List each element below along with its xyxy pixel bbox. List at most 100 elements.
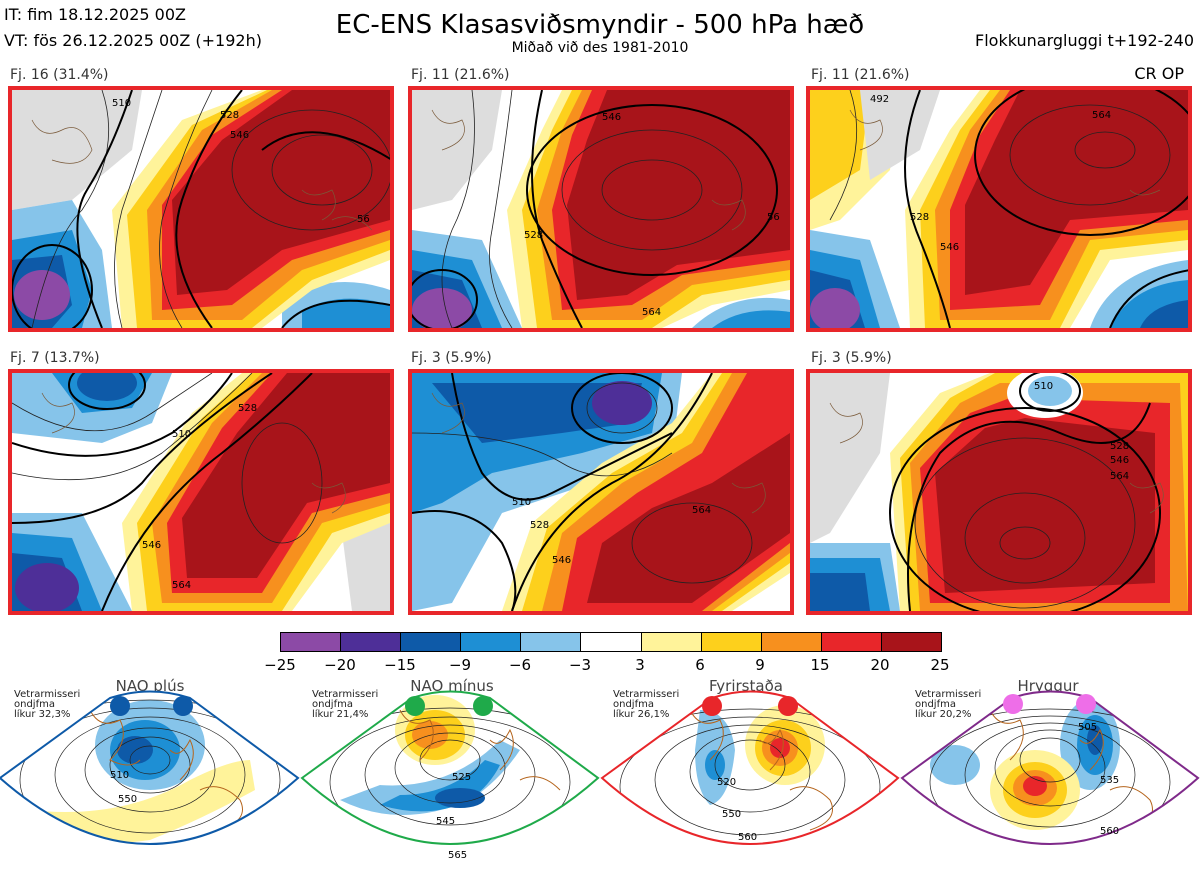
regime-1-title: NAO plús bbox=[115, 677, 185, 695]
regime-2-contour-label-1: 525 bbox=[452, 772, 471, 783]
panel-6-contour-label-2: 528 bbox=[1110, 441, 1129, 452]
regime-2-season: Vetrarmisseri bbox=[312, 689, 379, 700]
panel-4-contour-label-4: 564 bbox=[172, 580, 191, 591]
panel-1-contour-label-1: 510 bbox=[112, 98, 131, 109]
cluster-panel-1[interactable]: 510 528 546 56 bbox=[8, 86, 394, 332]
colorbar-tick-1: −25 bbox=[264, 656, 296, 674]
regime-2-probability: líkur 21,4% bbox=[312, 709, 369, 720]
panel-2-contour-label-4: 56 bbox=[767, 212, 780, 223]
panel-2-contour-label-3: 564 bbox=[642, 307, 661, 318]
regime-1-info: Vetrarmisseri ondjfma líkur 32,3% bbox=[14, 690, 80, 720]
regime-4-contour-label-2: 535 bbox=[1100, 775, 1119, 786]
panel-3-contour-label-1: 492 bbox=[870, 94, 889, 105]
regime-1-marker-left bbox=[110, 696, 130, 716]
panel-1-label: Fj. 16 (31.4%) bbox=[10, 67, 109, 83]
initial-time: IT: fim 18.12.2025 00Z bbox=[4, 5, 186, 24]
regime-2-title: NAO mínus bbox=[410, 677, 494, 695]
colorbar-tick-6: −3 bbox=[568, 656, 592, 674]
colorbar-tick-8: 6 bbox=[695, 656, 705, 674]
regime-1-map[interactable]: 510 550 bbox=[0, 690, 300, 871]
regime-3-contour-label-3: 560 bbox=[738, 832, 757, 843]
panel-3-contour-label-3: 546 bbox=[940, 242, 959, 253]
regime-2-map[interactable]: 525 545 565 bbox=[300, 690, 600, 871]
regime-4-months: ondjfma bbox=[915, 699, 956, 710]
regime-2-info: Vetrarmisseri ondjfma líkur 21,4% bbox=[312, 690, 378, 720]
cluster-panel-2[interactable]: 528 546 564 56 bbox=[408, 86, 794, 332]
panel-2-contour-label-2: 546 bbox=[602, 112, 621, 123]
page-title: EC-ENS Klasasviðsmyndir - 500 hPa hæð bbox=[335, 10, 865, 40]
panel-4-label: Fj. 7 (13.7%) bbox=[10, 350, 100, 366]
colorbar-bin-3 bbox=[401, 633, 462, 651]
colorbar-tick-12: 25 bbox=[930, 656, 950, 674]
regime-4-marker-left bbox=[1003, 694, 1023, 714]
regime-1-season: Vetrarmisseri bbox=[14, 689, 81, 700]
panel-4-contour-label-3: 546 bbox=[142, 540, 161, 551]
regime-4-season: Vetrarmisseri bbox=[915, 689, 982, 700]
regime-2-months: ondjfma bbox=[312, 699, 353, 710]
regime-3-marker-right bbox=[778, 696, 798, 716]
clustering-window: Flokkunargluggi t+192-240 bbox=[975, 31, 1194, 50]
regime-3-probability: líkur 26,1% bbox=[613, 709, 670, 720]
colorbar-bin-8 bbox=[701, 633, 762, 651]
regime-1-probability: líkur 32,3% bbox=[14, 709, 71, 720]
regime-1-months: ondjfma bbox=[14, 699, 55, 710]
regime-4-probability: líkur 20,2% bbox=[915, 709, 972, 720]
regime-3-contour-label-1: 520 bbox=[717, 777, 736, 788]
regime-4-title: Hryggur bbox=[1017, 677, 1079, 695]
colorbar-bin-11 bbox=[881, 633, 942, 651]
regime-3-marker-left bbox=[702, 696, 722, 716]
cluster-map-1: 510 528 546 56 bbox=[12, 90, 390, 328]
cluster-panel-6[interactable]: 510 528 546 564 bbox=[806, 369, 1192, 615]
panel-1-contour-label-4: 56 bbox=[357, 214, 370, 225]
colorbar-bin-4 bbox=[461, 633, 522, 651]
cluster-panel-5[interactable]: 510 528 546 564 bbox=[408, 369, 794, 615]
regime-4-contour-label-1: 505 bbox=[1078, 722, 1097, 733]
panel-5-contour-label-2: 528 bbox=[530, 520, 549, 531]
colorbar-tick-2: −20 bbox=[324, 656, 356, 674]
regime-4-marker-right bbox=[1076, 694, 1096, 714]
regime-3-map[interactable]: 520 550 560 bbox=[600, 690, 900, 871]
panel-5-contour-label-4: 564 bbox=[692, 505, 711, 516]
cluster-panel-4[interactable]: 510 528 546 564 bbox=[8, 369, 394, 615]
regime-3-info: Vetrarmisseri ondjfma líkur 26,1% bbox=[613, 690, 679, 720]
regime-2-marker-right bbox=[473, 696, 493, 716]
panel-2-label: Fj. 11 (21.6%) bbox=[411, 67, 510, 83]
regime-3-title: Fyrirstaða bbox=[709, 677, 783, 695]
colorbar-tick-3: −15 bbox=[384, 656, 416, 674]
regime-3-months: ondjfma bbox=[613, 699, 654, 710]
regime-4-map[interactable]: 505 535 560 bbox=[900, 690, 1200, 871]
regime-1-contour-label-2: 550 bbox=[118, 794, 137, 805]
colorbar-tick-11: 20 bbox=[870, 656, 890, 674]
regime-4-contour-label-3: 560 bbox=[1100, 826, 1119, 837]
regime-3-contour-label-2: 550 bbox=[722, 809, 741, 820]
cluster-map-4: 510 528 546 564 bbox=[12, 373, 390, 611]
cluster-map-5: 510 528 546 564 bbox=[412, 373, 790, 611]
panel-6-contour-label-1: 510 bbox=[1034, 381, 1053, 392]
colorbar-bin-2 bbox=[341, 633, 402, 651]
panel-5-contour-label-3: 546 bbox=[552, 555, 571, 566]
panel-1-contour-label-3: 546 bbox=[230, 130, 249, 141]
page-subtitle: Miðað við des 1981-2010 bbox=[511, 40, 689, 56]
regime-2-contour-label-2: 545 bbox=[436, 816, 455, 827]
colorbar-bin-1 bbox=[281, 633, 342, 651]
panel-4-contour-label-2: 528 bbox=[238, 403, 257, 414]
cluster-map-2: 528 546 564 56 bbox=[412, 90, 790, 328]
colorbar-tick-9: 9 bbox=[755, 656, 765, 674]
cluster-panel-3[interactable]: 492 528 546 564 bbox=[806, 86, 1192, 332]
panel-2-contour-label-1: 528 bbox=[524, 230, 543, 241]
regime-2-contour-label-3: 565 bbox=[448, 850, 467, 861]
valid-time: VT: fös 26.12.2025 00Z (+192h) bbox=[4, 31, 262, 50]
colorbar-tick-10: 15 bbox=[810, 656, 830, 674]
colorbar-bin-9 bbox=[761, 633, 822, 651]
regime-4-info: Vetrarmisseri ondjfma líkur 20,2% bbox=[915, 690, 981, 720]
colorbar-bin-6 bbox=[581, 633, 642, 651]
panel-3-contour-label-2: 528 bbox=[910, 212, 929, 223]
panel-1-contour-label-2: 528 bbox=[220, 110, 239, 121]
panel-6-contour-label-4: 564 bbox=[1110, 471, 1129, 482]
colorbar-bin-10 bbox=[821, 633, 882, 651]
panel-4-contour-label-1: 510 bbox=[172, 429, 191, 440]
regime-1-contour-label-1: 510 bbox=[110, 770, 129, 781]
colorbar-tick-5: −6 bbox=[508, 656, 532, 674]
panel-3-contour-label-4: 564 bbox=[1092, 110, 1111, 121]
regime-3-season: Vetrarmisseri bbox=[613, 689, 680, 700]
